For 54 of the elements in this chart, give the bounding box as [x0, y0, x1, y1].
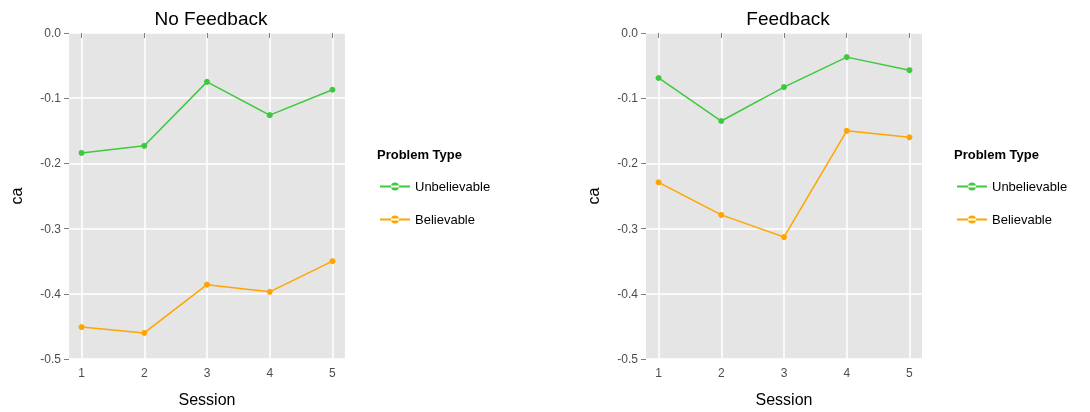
y-tick-label: -0.3	[617, 221, 639, 236]
y-tick-label: -0.3	[40, 221, 62, 236]
y-tick-label: -0.4	[40, 286, 62, 301]
x-tick-label: 2	[140, 366, 148, 380]
legend-label: Unbelievable	[415, 179, 491, 194]
x-tick-label: 3	[203, 366, 211, 380]
x-tick-label: 5	[329, 366, 337, 380]
y-tick-label: 0.0	[621, 26, 639, 40]
y-tick-label: 0.0	[44, 26, 62, 40]
y-tick-label: -0.1	[617, 91, 639, 106]
x-tick-label: 2	[717, 366, 725, 380]
y-tick-label: -0.1	[40, 91, 62, 106]
point	[843, 54, 850, 61]
point	[78, 149, 85, 156]
point	[266, 288, 273, 295]
x-tick-label: 4	[843, 366, 851, 380]
x-tick-label: 1	[655, 366, 663, 380]
point	[781, 84, 787, 91]
point	[141, 329, 148, 336]
point	[906, 134, 913, 141]
y-tick-label: -0.4	[617, 286, 639, 301]
point	[655, 74, 662, 81]
y-tick-label: -0.5	[40, 352, 62, 366]
x-tick-label: 4	[266, 366, 274, 380]
chart-title: Feedback	[746, 8, 831, 29]
x-axis-title: Session	[755, 390, 813, 408]
x-tick-label: 5	[906, 366, 914, 380]
legend-title: Problem Type	[954, 147, 1040, 162]
y-tick-label: -0.2	[617, 156, 639, 171]
y-axis-title: ca	[584, 187, 602, 205]
point	[718, 211, 725, 218]
x-tick-label: 1	[78, 366, 86, 380]
legend-label: Believable	[992, 212, 1052, 227]
point	[78, 324, 85, 331]
y-tick-label: -0.5	[617, 352, 639, 366]
point	[781, 234, 787, 241]
point	[141, 142, 148, 149]
point	[843, 127, 850, 134]
point	[655, 179, 662, 186]
point	[266, 112, 273, 119]
legend-title: Problem Type	[377, 147, 463, 162]
point	[204, 78, 210, 85]
point	[204, 281, 210, 288]
point	[718, 118, 725, 125]
point	[329, 86, 336, 93]
legend-label: Believable	[415, 212, 475, 227]
point	[329, 258, 336, 265]
chart-title: No Feedback	[154, 8, 268, 29]
y-tick-label: -0.2	[40, 156, 62, 171]
x-tick-label: 3	[780, 366, 788, 380]
legend-label: Unbelievable	[992, 179, 1068, 194]
x-axis-title: Session	[178, 390, 236, 408]
point	[906, 67, 913, 74]
y-axis-title: ca	[7, 187, 25, 205]
